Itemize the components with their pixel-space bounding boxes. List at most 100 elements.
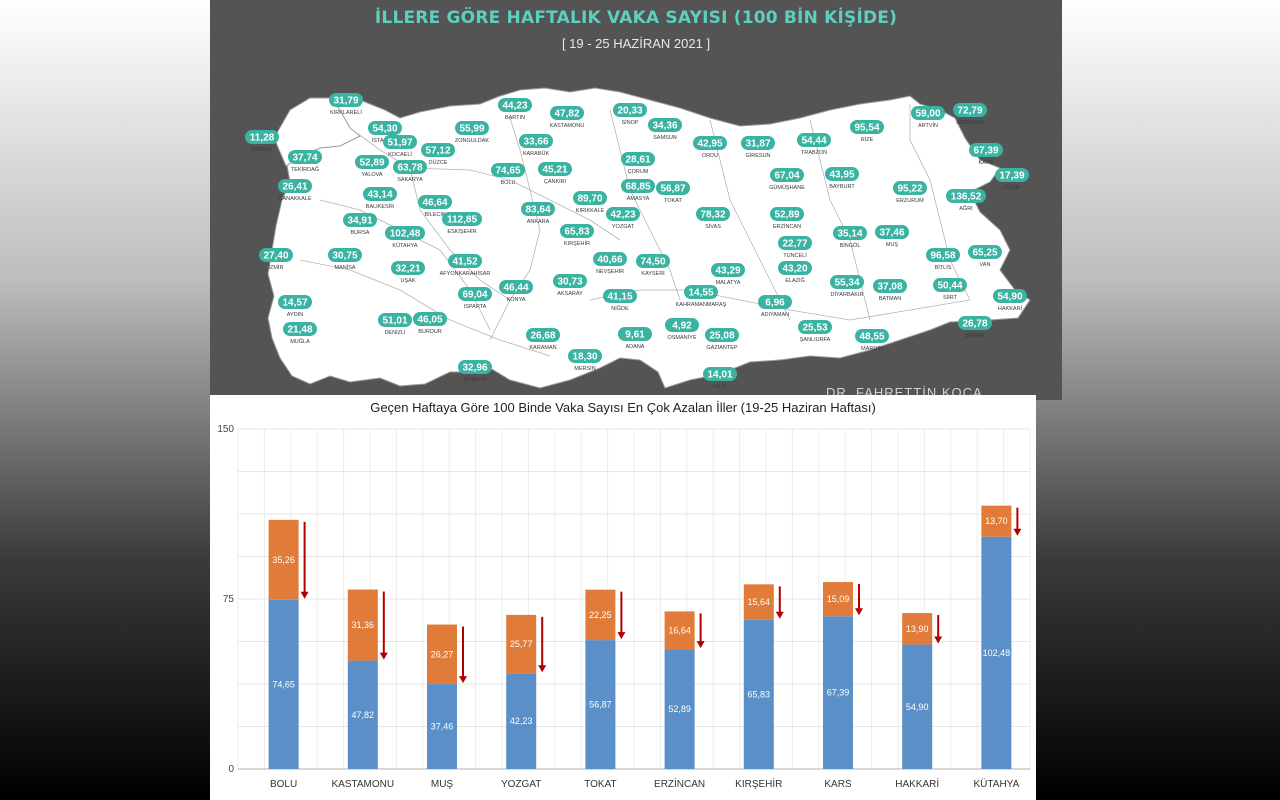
bar-decrease [585, 589, 616, 641]
province-name: ESKİŞEHİR [447, 228, 476, 235]
bar-decrease [427, 624, 457, 685]
data-label-current: 47,82 [352, 710, 375, 720]
province-badge: 43,95 BAYBURT [825, 167, 859, 190]
province-badge: 102,48 KÜTAHYA [385, 226, 425, 249]
province-name: MUŞ [886, 242, 899, 248]
badge-pill [855, 329, 889, 343]
bar-decrease [743, 584, 774, 620]
province-badge: 45,21 ÇANKIRI [538, 162, 572, 185]
province-badges: 31,79 KIRKLARELİ 11,28 EDİRNE 37,74 TEKİRDAĞ 5… [245, 93, 1029, 390]
province-name: KARABÜK [523, 150, 550, 157]
x-tick-label: TOKAT [584, 779, 616, 790]
badge-value: 18,30 [572, 352, 597, 363]
province-name: OSMANİYE [667, 334, 696, 341]
badge-value: 35,14 [837, 229, 862, 240]
badge-pill [519, 134, 553, 148]
province-badge: 55,34 DİYARBAKIR [830, 275, 864, 298]
decrease-arrow-head [459, 676, 467, 684]
badge-value: 46,05 [417, 315, 442, 326]
data-label-decrease: 26,27 [431, 649, 454, 659]
province-name: BİTLİS [935, 264, 952, 271]
badge-value: 42,95 [697, 139, 722, 150]
badge-value: 28,61 [625, 155, 650, 166]
province-name: UŞAK [401, 278, 416, 284]
badge-value: 14,57 [282, 298, 307, 309]
badge-value: 112,85 [447, 215, 477, 226]
province-badge: 41,15 NİĞDE [603, 289, 637, 312]
bar-current-week [823, 616, 853, 769]
province-name: KÜTAHYA [392, 242, 417, 249]
badge-pill [770, 207, 804, 221]
badge-pill [833, 226, 867, 240]
province-name: GÜMÜŞHANE [769, 184, 805, 191]
province-name: İZMİR [269, 264, 284, 271]
province-badge: 6,96 ADIYAMAN [758, 295, 792, 318]
badge-pill [656, 181, 690, 195]
badge-pill [995, 168, 1029, 182]
province-name: ERZURUM [896, 198, 924, 204]
x-tick-label: YOZGAT [501, 779, 541, 790]
data-label-decrease: 25,77 [510, 639, 533, 649]
province-badge: 32,21 UŞAK [391, 261, 425, 284]
province-name: ÇORUM [628, 169, 649, 175]
x-tick-label: HAKKARİ [895, 777, 939, 790]
province-badge: 51,01 DENİZLİ [378, 313, 412, 336]
province-name: TEKİRDAĞ [291, 166, 319, 173]
badge-value: 32,21 [395, 264, 420, 275]
province-badge: 50,44 SİİRT [933, 278, 967, 301]
badge-value: 44,23 [502, 101, 527, 112]
province-badge: 95,22 ERZURUM [893, 181, 927, 204]
badge-value: 67,39 [973, 146, 998, 157]
badge-value: 25,53 [802, 323, 827, 334]
badge-pill [911, 106, 945, 120]
map-date: [ 19 - 25 HAZİRAN 2021 ] [561, 36, 711, 51]
province-badge: 65,83 KIRŞEHİR [560, 224, 594, 247]
badge-value: 55,34 [834, 278, 859, 289]
province-name: ERZİNCAN [773, 223, 801, 230]
badge-pill [606, 207, 640, 221]
province-name: KAYSERİ [641, 270, 665, 277]
badge-pill [328, 248, 362, 262]
province-name: SİVAS [705, 223, 721, 230]
province-badge: 74,65 BOLU [491, 163, 525, 186]
badge-pill [259, 248, 293, 262]
province-badge: 31,79 KIRKLARELİ [329, 93, 363, 116]
x-axis: BOLU KASTAMONU MUŞ YOZGAT TOKAT ERZİNCAN KIRŞE… [270, 777, 1020, 790]
badge-value: 63,78 [397, 163, 422, 174]
province-name: GİRESUN [745, 152, 770, 159]
province-name: AĞRI [959, 205, 973, 212]
province-name: KOCAELİ [388, 151, 412, 158]
province-name: NEVŞEHİR [596, 268, 624, 275]
province-name: AKSARAY [557, 291, 583, 297]
province-name: RİZE [861, 136, 874, 143]
province-name: SAKARYA [397, 177, 423, 183]
province-name: ŞIRNAK [965, 333, 986, 339]
province-name: ÇANAKKALE [278, 196, 311, 202]
province-name: KIRŞEHİR [564, 240, 590, 247]
province-name: BATMAN [879, 296, 902, 302]
badge-value: 43,95 [829, 170, 854, 181]
province-badge: 47,82 KASTAMONU [550, 106, 584, 129]
badge-value: 14,01 [707, 370, 732, 381]
province-badge: 54,90 HAKKARİ [993, 289, 1027, 312]
badge-pill [458, 360, 492, 374]
badge-value: 78,32 [700, 210, 725, 221]
badge-pill [665, 318, 699, 332]
province-name: ISPARTA [464, 304, 487, 310]
province-borders [299, 104, 971, 357]
province-badge: 52,89 ERZİNCAN [770, 207, 804, 230]
badge-pill [283, 322, 317, 336]
province-name: AMASYA [627, 196, 650, 202]
province-badge: 25,08 GAZİANTEP [705, 328, 739, 351]
bar-decrease [268, 519, 299, 600]
badge-value: 59,00 [915, 109, 940, 120]
badge-pill [329, 93, 363, 107]
province-badge: 46,05 BURDUR [413, 312, 447, 335]
province-name: YALOVA [361, 172, 383, 178]
province-badge: 72,79 ARDAHAN [953, 103, 987, 126]
province-name: MERSİN [574, 365, 595, 372]
province-badge: 25,53 ŞANLIURFA [798, 320, 832, 343]
province-name: AFYONKARAHİSAR [440, 270, 491, 277]
province-name: ŞANLIURFA [800, 337, 831, 343]
badge-pill [621, 152, 655, 166]
